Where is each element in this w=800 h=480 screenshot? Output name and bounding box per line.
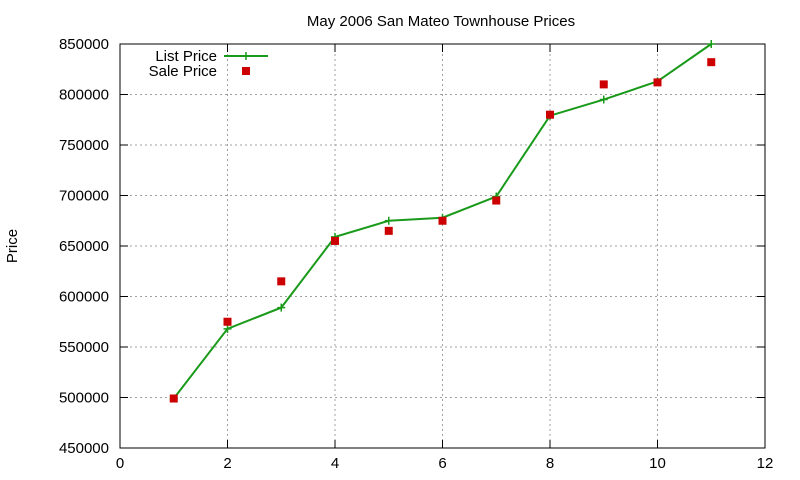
y-tick-label: 850000 [59, 36, 109, 53]
list-price-point [599, 95, 608, 104]
y-tick-label: 800000 [59, 87, 109, 104]
x-tick-label: 2 [223, 455, 231, 472]
x-tick-label: 8 [546, 455, 554, 472]
legend: List Price Sale Price [149, 48, 268, 80]
legend-label-list-price: List Price [155, 48, 217, 65]
y-tick-label: 650000 [59, 238, 109, 255]
list-price-point [223, 324, 232, 333]
list-price-point [277, 303, 286, 312]
sale-price-point [707, 58, 716, 67]
sale-price-point [169, 394, 178, 403]
y-tick-label: 750000 [59, 137, 109, 154]
sale-price-point [331, 236, 339, 245]
sale-price-point [599, 80, 608, 89]
sale-price-point [492, 196, 501, 205]
sale-price-point [384, 226, 393, 235]
chart-title: May 2006 San Mateo Townhouse Prices [307, 13, 575, 30]
legend-swatch-sale-price [242, 67, 250, 75]
sale-price-point [546, 110, 554, 119]
list-price-point [384, 216, 393, 225]
sale-price-point [653, 78, 662, 87]
y-tick-label: 600000 [59, 289, 109, 306]
axis-ticks: 0 2 4 6 8 10 12 450000 500000 550000 600000 650000 7… [59, 36, 773, 472]
y-axis-label: Price [4, 229, 21, 263]
y-tick-label: 450000 [59, 440, 109, 457]
x-tick-label: 12 [757, 455, 774, 472]
x-tick-label: 4 [331, 455, 339, 472]
y-tick-label: 550000 [59, 339, 109, 356]
x-tick-label: 0 [116, 455, 124, 472]
x-tick-label: 6 [438, 455, 446, 472]
series [169, 40, 716, 403]
sale-price-point [438, 216, 447, 225]
y-tick-label: 500000 [59, 390, 109, 407]
y-tick-label: 700000 [59, 188, 109, 205]
sale-price-point [277, 277, 286, 286]
list-price-point [707, 40, 716, 48]
sale-price-point [223, 317, 232, 326]
legend-label-sale-price: Sale Price [149, 63, 217, 80]
grid [120, 44, 765, 448]
legend-marker-list-price [242, 52, 250, 60]
x-tick-label: 10 [649, 455, 666, 472]
